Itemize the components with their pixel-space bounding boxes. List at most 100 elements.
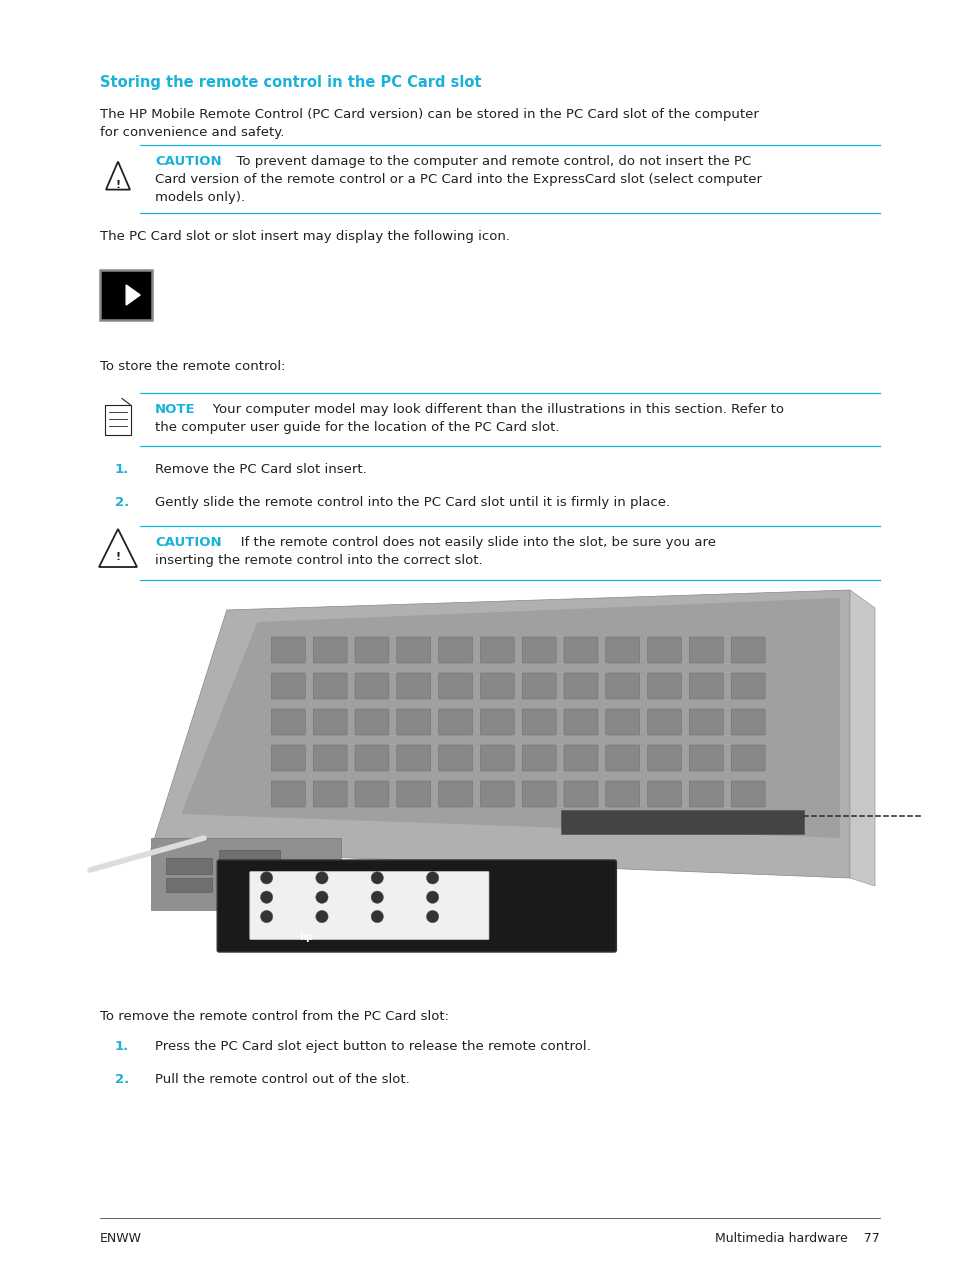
- Circle shape: [315, 892, 328, 903]
- FancyBboxPatch shape: [166, 859, 212, 874]
- FancyBboxPatch shape: [250, 871, 489, 940]
- FancyBboxPatch shape: [521, 781, 556, 806]
- FancyBboxPatch shape: [355, 638, 389, 663]
- Text: hp: hp: [299, 932, 313, 942]
- FancyBboxPatch shape: [355, 745, 389, 771]
- Text: 2.: 2.: [115, 1073, 129, 1086]
- Text: To prevent damage to the computer and remote control, do not insert the PC: To prevent damage to the computer and re…: [228, 155, 750, 168]
- FancyBboxPatch shape: [480, 709, 514, 735]
- FancyBboxPatch shape: [219, 878, 280, 894]
- FancyBboxPatch shape: [396, 745, 430, 771]
- FancyBboxPatch shape: [480, 781, 514, 806]
- FancyBboxPatch shape: [105, 405, 131, 434]
- FancyBboxPatch shape: [355, 673, 389, 698]
- Text: inserting the remote control into the correct slot.: inserting the remote control into the co…: [154, 554, 482, 566]
- FancyBboxPatch shape: [151, 838, 340, 911]
- FancyBboxPatch shape: [730, 745, 764, 771]
- FancyBboxPatch shape: [217, 860, 616, 952]
- FancyBboxPatch shape: [605, 638, 639, 663]
- FancyBboxPatch shape: [396, 638, 430, 663]
- Polygon shape: [151, 591, 849, 878]
- Text: CAUTION: CAUTION: [154, 536, 221, 549]
- Circle shape: [371, 871, 383, 884]
- FancyBboxPatch shape: [689, 638, 722, 663]
- FancyBboxPatch shape: [563, 709, 598, 735]
- FancyBboxPatch shape: [166, 878, 212, 892]
- FancyBboxPatch shape: [313, 673, 347, 698]
- FancyBboxPatch shape: [313, 745, 347, 771]
- FancyBboxPatch shape: [521, 638, 556, 663]
- FancyBboxPatch shape: [605, 745, 639, 771]
- Text: Gently slide the remote control into the PC Card slot until it is firmly in plac: Gently slide the remote control into the…: [154, 497, 669, 509]
- FancyBboxPatch shape: [730, 673, 764, 698]
- FancyBboxPatch shape: [313, 709, 347, 735]
- Text: The PC Card slot or slot insert may display the following icon.: The PC Card slot or slot insert may disp…: [100, 230, 510, 243]
- FancyBboxPatch shape: [689, 745, 722, 771]
- Text: the computer user guide for the location of the PC Card slot.: the computer user guide for the location…: [154, 420, 558, 434]
- FancyBboxPatch shape: [396, 709, 430, 735]
- FancyBboxPatch shape: [271, 745, 305, 771]
- FancyBboxPatch shape: [689, 781, 722, 806]
- FancyBboxPatch shape: [560, 810, 803, 834]
- Text: Pull the remote control out of the slot.: Pull the remote control out of the slot.: [154, 1073, 410, 1086]
- FancyBboxPatch shape: [271, 781, 305, 806]
- Circle shape: [260, 892, 273, 903]
- Polygon shape: [181, 598, 840, 838]
- Circle shape: [315, 911, 328, 923]
- Text: The HP Mobile Remote Control (PC Card version) can be stored in the PC Card slot: The HP Mobile Remote Control (PC Card ve…: [100, 108, 758, 121]
- FancyBboxPatch shape: [438, 673, 472, 698]
- Text: 1.: 1.: [115, 1040, 129, 1053]
- Circle shape: [426, 892, 438, 903]
- Text: 2.: 2.: [115, 497, 129, 509]
- FancyBboxPatch shape: [271, 638, 305, 663]
- Polygon shape: [849, 591, 874, 886]
- Text: Storing the remote control in the PC Card slot: Storing the remote control in the PC Car…: [100, 75, 481, 90]
- FancyBboxPatch shape: [730, 781, 764, 806]
- FancyBboxPatch shape: [563, 673, 598, 698]
- FancyBboxPatch shape: [563, 781, 598, 806]
- FancyBboxPatch shape: [438, 709, 472, 735]
- Circle shape: [426, 911, 438, 923]
- FancyBboxPatch shape: [355, 781, 389, 806]
- FancyBboxPatch shape: [647, 781, 680, 806]
- FancyBboxPatch shape: [605, 709, 639, 735]
- Text: To remove the remote control from the PC Card slot:: To remove the remote control from the PC…: [100, 1010, 449, 1024]
- FancyBboxPatch shape: [313, 781, 347, 806]
- FancyBboxPatch shape: [438, 638, 472, 663]
- FancyBboxPatch shape: [271, 673, 305, 698]
- Text: If the remote control does not easily slide into the slot, be sure you are: If the remote control does not easily sl…: [228, 536, 716, 549]
- Circle shape: [371, 911, 383, 923]
- FancyBboxPatch shape: [605, 673, 639, 698]
- FancyBboxPatch shape: [647, 673, 680, 698]
- Text: Card version of the remote control or a PC Card into the ExpressCard slot (selec: Card version of the remote control or a …: [154, 173, 761, 185]
- FancyBboxPatch shape: [647, 745, 680, 771]
- Text: To store the remote control:: To store the remote control:: [100, 359, 285, 373]
- FancyBboxPatch shape: [689, 709, 722, 735]
- Text: for convenience and safety.: for convenience and safety.: [100, 126, 284, 138]
- FancyBboxPatch shape: [563, 745, 598, 771]
- Text: !: !: [115, 552, 120, 563]
- Text: models only).: models only).: [154, 190, 245, 204]
- FancyBboxPatch shape: [396, 673, 430, 698]
- FancyBboxPatch shape: [563, 638, 598, 663]
- FancyBboxPatch shape: [647, 638, 680, 663]
- Text: CAUTION: CAUTION: [154, 155, 221, 168]
- FancyBboxPatch shape: [480, 638, 514, 663]
- FancyBboxPatch shape: [689, 673, 722, 698]
- Circle shape: [426, 871, 438, 884]
- FancyBboxPatch shape: [438, 745, 472, 771]
- Text: Press the PC Card slot eject button to release the remote control.: Press the PC Card slot eject button to r…: [154, 1040, 590, 1053]
- Text: Your computer model may look different than the illustrations in this section. R: Your computer model may look different t…: [200, 403, 783, 417]
- FancyBboxPatch shape: [219, 850, 280, 874]
- FancyBboxPatch shape: [521, 709, 556, 735]
- FancyBboxPatch shape: [605, 781, 639, 806]
- FancyBboxPatch shape: [271, 709, 305, 735]
- Circle shape: [371, 892, 383, 903]
- Circle shape: [260, 911, 273, 923]
- Text: 1.: 1.: [115, 464, 129, 476]
- Text: NOTE: NOTE: [154, 403, 195, 417]
- FancyBboxPatch shape: [480, 673, 514, 698]
- Circle shape: [260, 871, 273, 884]
- Text: !: !: [115, 180, 120, 190]
- Text: ENWW: ENWW: [100, 1232, 142, 1245]
